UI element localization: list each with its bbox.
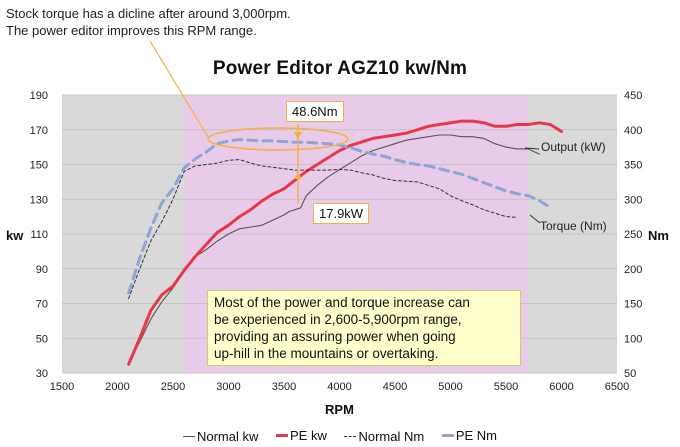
legend-swatch-pe-kw xyxy=(276,434,289,437)
x-tick-label: 4000 xyxy=(327,381,351,393)
x-tick-label: 5000 xyxy=(438,381,462,393)
x-axis-label: RPM xyxy=(325,402,354,417)
y-right-tick-label: 300 xyxy=(624,194,642,206)
y-right-tick-label: 250 xyxy=(624,229,642,241)
y-left-tick-label: 170 xyxy=(30,125,48,137)
legend-swatch-pe-nm xyxy=(441,434,454,437)
torque-highlight-ellipse xyxy=(207,127,349,151)
legend-label-normal-kw: Normal kw xyxy=(196,429,259,444)
legend-item-pe-kw: PE kw xyxy=(276,428,327,443)
legend-item-normal-kw: Normal kw xyxy=(182,429,259,444)
series-pe-kw xyxy=(127,119,563,366)
y-left-tick-label: 110 xyxy=(30,229,48,241)
y-right-tick-label: 150 xyxy=(624,299,642,311)
legend-item-pe-nm: PE Nm xyxy=(441,428,498,443)
legend-label-normal-nm: Normal Nm xyxy=(358,429,425,444)
legend-label-pe-nm: PE Nm xyxy=(455,428,498,443)
x-tick-label: 1500 xyxy=(50,381,74,393)
info-line-4: up-hill in the mountains or overtaking. xyxy=(214,346,439,361)
torque-leader-line xyxy=(529,214,541,224)
y-right-tick-label: 400 xyxy=(624,125,642,137)
y-left-tick-label: 150 xyxy=(30,160,48,172)
gain-arrow-head-bottom xyxy=(294,172,302,179)
torque-nm-label: Torque (Nm) xyxy=(540,219,607,233)
torque-gain-label: 48.6Nm xyxy=(286,101,344,122)
legend-swatch-normal-nm xyxy=(344,436,357,437)
y-left-tick-label: 50 xyxy=(36,333,48,345)
series-normal-nm xyxy=(128,159,518,300)
info-line-3: providing an assuring power when going xyxy=(214,329,456,344)
x-tick-label: 3500 xyxy=(272,381,296,393)
callout-line-2: The power editor improves this RPM range… xyxy=(6,23,257,38)
y-right-tick-label: 100 xyxy=(624,333,642,345)
x-tick-label: 3000 xyxy=(216,381,240,393)
legend: Normal kw PE kw Normal Nm PE Nm xyxy=(0,425,680,444)
power-gain-label: 17.9kW xyxy=(313,203,370,224)
y-right-tick-label: 450 xyxy=(624,90,642,102)
info-line-2: be experienced in 2,600-5,900rpm range, xyxy=(214,312,462,327)
x-tick-label: 2000 xyxy=(105,381,129,393)
output-kw-label: Output (kW) xyxy=(541,140,606,154)
legend-label-pe-kw: PE kw xyxy=(290,428,327,443)
output-leader-line xyxy=(524,147,540,150)
y-right-tick-label: 350 xyxy=(624,160,642,172)
y-left-tick-label: 130 xyxy=(30,194,48,206)
x-tick-label: 2500 xyxy=(161,381,185,393)
legend-swatch-normal-kw xyxy=(182,436,195,437)
y-right-tick-label: 50 xyxy=(624,368,636,380)
callout-leader-line xyxy=(149,40,209,138)
x-tick-label: 6500 xyxy=(605,381,629,393)
chart-title: Power Editor AGZ10 kw/Nm xyxy=(212,58,468,79)
info-box: Most of the power and torque increase ca… xyxy=(207,290,521,366)
info-line-1: Most of the power and torque increase ca… xyxy=(214,295,470,310)
y-left-tick-label: 190 xyxy=(30,90,48,102)
callout-line-1: Stock torque has a dicline after around … xyxy=(6,6,291,21)
y-left-tick-label: 30 xyxy=(36,368,48,380)
gain-arrow-head-top xyxy=(294,132,302,139)
y-left-axis-label: kw xyxy=(6,228,24,243)
y-left-tick-label: 90 xyxy=(36,264,48,276)
x-tick-label: 4500 xyxy=(383,381,407,393)
callout-text: Stock torque has a dicline after around … xyxy=(6,5,291,39)
y-left-tick-label: 70 xyxy=(36,299,48,311)
legend-item-normal-nm: Normal Nm xyxy=(344,429,424,444)
x-tick-label: 5500 xyxy=(494,381,518,393)
series-normal-kw xyxy=(128,134,540,365)
x-tick-label: 6000 xyxy=(549,381,573,393)
y-right-axis-label: Nm xyxy=(648,228,669,243)
y-right-tick-label: 200 xyxy=(624,264,642,276)
